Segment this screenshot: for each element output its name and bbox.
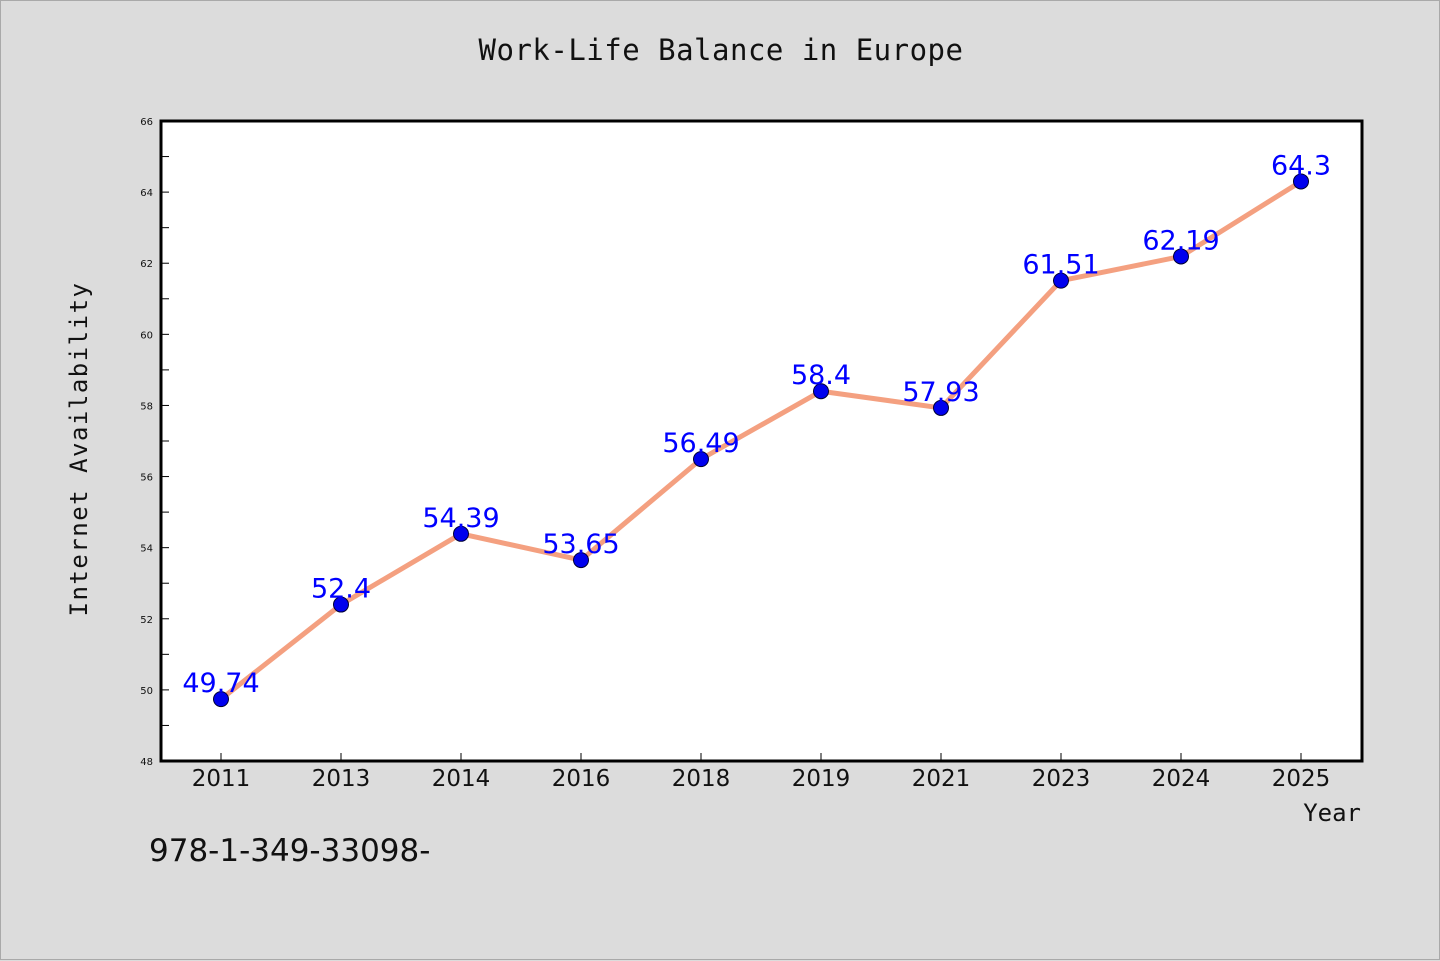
y-tick-label: 52 [140,615,153,626]
data-point [1053,272,1069,289]
data-point [693,451,709,468]
x-tick-label: 2018 [672,766,731,792]
y-tick-label: 48 [140,757,153,768]
y-axis-label: Internet Availability [65,282,93,617]
data-point [1173,248,1189,265]
data-point [213,691,229,708]
x-tick-label: 2019 [792,766,851,792]
y-tick-label: 56 [140,473,153,484]
plot-area [161,121,1362,761]
x-tick-label: 2021 [912,766,971,792]
data-label: 54.39 [422,503,499,534]
y-tick-label: 64 [140,188,153,199]
data-label: 53.65 [542,529,619,560]
series-line [218,178,1304,702]
data-point [333,596,349,613]
data-label: 61.51 [1022,250,1099,281]
chart-title: Work-Life Balance in Europe [478,33,964,67]
y-tick-label: 54 [140,544,153,555]
y-tick-label: 66 [140,117,153,128]
x-axis-label: Year [1303,799,1361,827]
x-tick-label: 2024 [1152,766,1211,792]
data-label: 58.4 [791,360,851,391]
data-label: 64.3 [1271,150,1331,181]
y-tick-label: 50 [140,686,153,697]
series-lines [218,178,1304,702]
x-tick-label: 2023 [1032,766,1091,792]
data-markers [213,173,1309,708]
x-tick-label: 2014 [432,766,491,792]
data-point [813,383,829,400]
x-tick-label: 2016 [552,766,611,792]
data-label: 49.74 [182,668,259,699]
plot-frame [159,119,1364,763]
y-tick-label: 60 [140,330,153,341]
data-point [453,525,469,542]
x-axis-ticks: 2011 2013 2014 2016 2018 2019 2021 2023 2024 2025 [192,753,1331,792]
y-tick-label: 62 [140,259,153,270]
x-tick-label: 2025 [1272,766,1331,792]
data-labels: 49.74 52.4 54.39 53.65 56.49 58.4 57.93 61.51 62… [182,150,1331,699]
data-label: 56.49 [662,428,739,459]
x-tick-label: 2013 [312,766,371,792]
data-label: 57.93 [902,377,979,408]
x-tick-label: 2011 [192,766,251,792]
footer-code: 978-1-349-33098- [149,833,431,869]
data-label: 52.4 [311,574,371,605]
y-tick-label: 58 [140,401,153,412]
data-point [573,552,589,569]
data-label: 62.19 [1142,225,1219,256]
data-point [1293,173,1309,190]
data-point [933,399,949,416]
